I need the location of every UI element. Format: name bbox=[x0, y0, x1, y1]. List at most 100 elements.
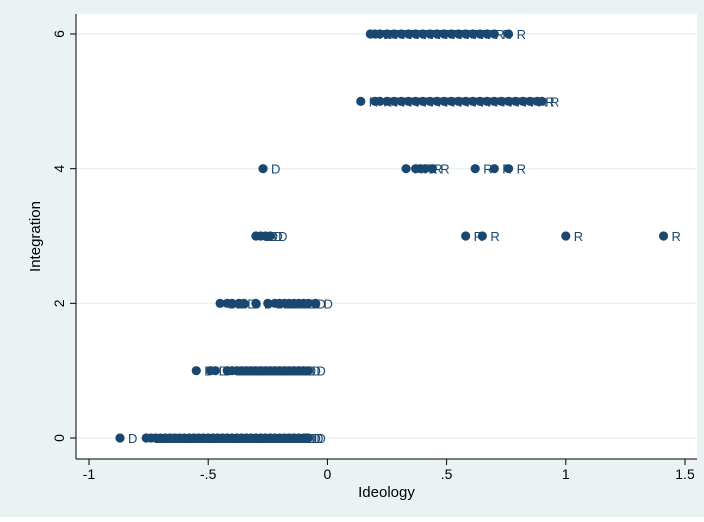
point-label: R bbox=[672, 229, 681, 244]
x-tick-label: -1 bbox=[83, 466, 96, 482]
y-tick-label: 6 bbox=[51, 30, 67, 38]
data-point bbox=[503, 96, 514, 106]
data-point bbox=[210, 366, 220, 376]
y-tick-label: 4 bbox=[51, 165, 67, 173]
point-label: D bbox=[316, 431, 325, 446]
data-point bbox=[251, 298, 261, 308]
data-point bbox=[446, 29, 456, 39]
data-point bbox=[482, 96, 492, 106]
data-point bbox=[396, 29, 406, 39]
data-point bbox=[537, 96, 547, 106]
x-tick-label: 1.5 bbox=[675, 466, 695, 482]
data-point bbox=[403, 96, 414, 106]
point-label: R bbox=[574, 229, 583, 244]
point-label: D bbox=[323, 296, 332, 311]
data-point bbox=[389, 96, 399, 106]
x-tick-label: 1 bbox=[562, 466, 570, 482]
data-point bbox=[239, 298, 249, 308]
data-point bbox=[303, 298, 313, 308]
data-point bbox=[461, 96, 471, 106]
data-point bbox=[403, 29, 414, 39]
data-point bbox=[411, 96, 421, 106]
data-point bbox=[389, 29, 399, 39]
data-point bbox=[477, 231, 487, 241]
data-point bbox=[215, 298, 225, 308]
point-label: R bbox=[490, 229, 499, 244]
data-point bbox=[453, 96, 464, 106]
data-point bbox=[511, 96, 521, 106]
data-point bbox=[475, 96, 485, 106]
point-label: R bbox=[517, 27, 526, 42]
point-label: R bbox=[545, 94, 554, 109]
data-point bbox=[482, 29, 492, 39]
data-point bbox=[503, 164, 514, 174]
data-point bbox=[420, 164, 430, 174]
point-label: R bbox=[550, 94, 559, 109]
data-point bbox=[375, 29, 385, 39]
data-point bbox=[303, 433, 313, 443]
point-label: D bbox=[316, 364, 325, 379]
point-label: R bbox=[440, 162, 449, 177]
x-axis-ticks: -1 -.5 0 .5 1 1.5 bbox=[83, 459, 695, 482]
data-point bbox=[489, 164, 499, 174]
x-tick-label: .5 bbox=[441, 466, 453, 482]
point-label: R bbox=[483, 162, 492, 177]
data-points: DDDDDDDDDDDDDDDDDDDDDDDDDDDDDDDDDDDDDDDD… bbox=[115, 27, 681, 446]
data-point bbox=[227, 298, 237, 308]
data-point bbox=[461, 231, 471, 241]
y-tick-label: 0 bbox=[51, 434, 67, 442]
data-point bbox=[375, 96, 385, 106]
data-point bbox=[470, 164, 480, 174]
data-point bbox=[396, 96, 406, 106]
data-point bbox=[427, 164, 437, 174]
data-point bbox=[468, 96, 478, 106]
data-point bbox=[265, 231, 275, 241]
y-axis-label: Integration bbox=[27, 201, 44, 272]
data-point bbox=[418, 96, 428, 106]
x-tick-label: -.5 bbox=[200, 466, 217, 482]
data-point bbox=[303, 366, 313, 376]
point-label: R bbox=[495, 27, 504, 42]
data-point bbox=[475, 29, 485, 39]
plot-area bbox=[76, 14, 697, 459]
point-label: D bbox=[312, 431, 321, 446]
data-point bbox=[518, 96, 528, 106]
data-point bbox=[411, 29, 421, 39]
point-label: D bbox=[316, 296, 325, 311]
data-point bbox=[525, 96, 535, 106]
point-label: D bbox=[278, 229, 287, 244]
data-point bbox=[446, 96, 456, 106]
data-point bbox=[489, 96, 499, 106]
data-point bbox=[461, 29, 471, 39]
point-label: D bbox=[312, 364, 321, 379]
data-point bbox=[432, 96, 442, 106]
data-point bbox=[425, 29, 435, 39]
point-label: D bbox=[273, 229, 282, 244]
point-label: D bbox=[271, 162, 280, 177]
point-label: R bbox=[517, 162, 526, 177]
data-point bbox=[503, 29, 514, 39]
axes bbox=[75, 14, 697, 460]
data-point bbox=[258, 164, 268, 174]
data-point bbox=[658, 231, 669, 241]
data-point bbox=[489, 29, 499, 39]
data-point bbox=[496, 96, 507, 106]
data-point bbox=[561, 231, 571, 241]
x-axis-label: Ideology bbox=[358, 484, 415, 501]
data-point bbox=[453, 29, 464, 39]
data-point bbox=[382, 29, 392, 39]
data-point bbox=[191, 366, 201, 376]
data-point bbox=[432, 29, 442, 39]
data-point bbox=[418, 29, 428, 39]
data-point bbox=[263, 298, 273, 308]
data-point bbox=[382, 96, 392, 106]
data-point bbox=[401, 164, 411, 174]
point-label: R bbox=[433, 162, 442, 177]
data-point bbox=[425, 96, 435, 106]
point-label: D bbox=[314, 431, 323, 446]
data-point bbox=[439, 29, 449, 39]
data-point bbox=[310, 298, 321, 308]
x-tick-label: 0 bbox=[324, 466, 332, 482]
